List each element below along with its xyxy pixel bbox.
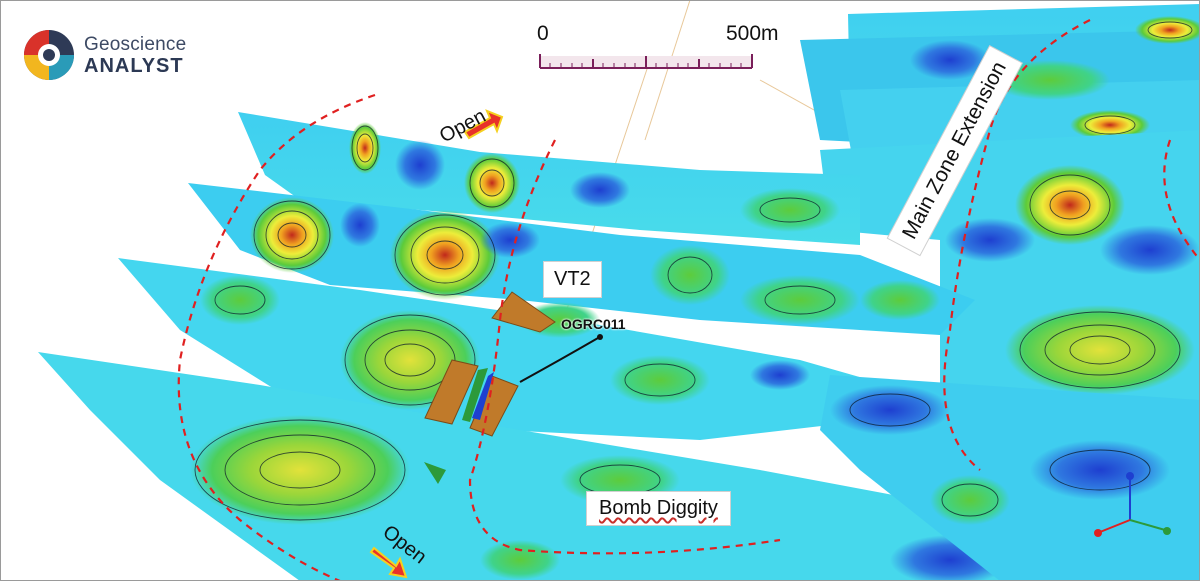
open-arrow-north [463, 109, 504, 140]
scale-ruler-icon [539, 54, 753, 69]
axis-triad [1094, 472, 1171, 537]
section-line-4 [38, 352, 1010, 581]
logo-text-line1: Geoscience [84, 33, 187, 55]
logo-emblem-icon [24, 30, 74, 80]
section-line-2 [188, 183, 975, 335]
drillhole-trace [519, 334, 603, 383]
geoscience-analyst-logo: Geoscience ANALYST [22, 28, 186, 82]
contour-lines [194, 21, 1193, 521]
scale-max-label: 500m [726, 22, 779, 45]
logo-text-line2: ANALYST [84, 54, 184, 77]
target-blocks [424, 291, 556, 484]
bomb-diggity-label: Bomb Diggity [587, 492, 730, 525]
bomb-diggity-text: Bomb Diggity [599, 497, 718, 519]
scale-bar: 0 500m [530, 22, 800, 82]
section-line-1 [238, 112, 860, 245]
scale-min-label: 0 [537, 22, 549, 45]
drillhole-label: OGRC011 [561, 316, 626, 332]
vt2-label: VT2 [544, 262, 601, 297]
section-line-3 [118, 258, 940, 440]
prospect-outlines [177, 19, 1200, 581]
open-arrow-south [369, 546, 408, 579]
